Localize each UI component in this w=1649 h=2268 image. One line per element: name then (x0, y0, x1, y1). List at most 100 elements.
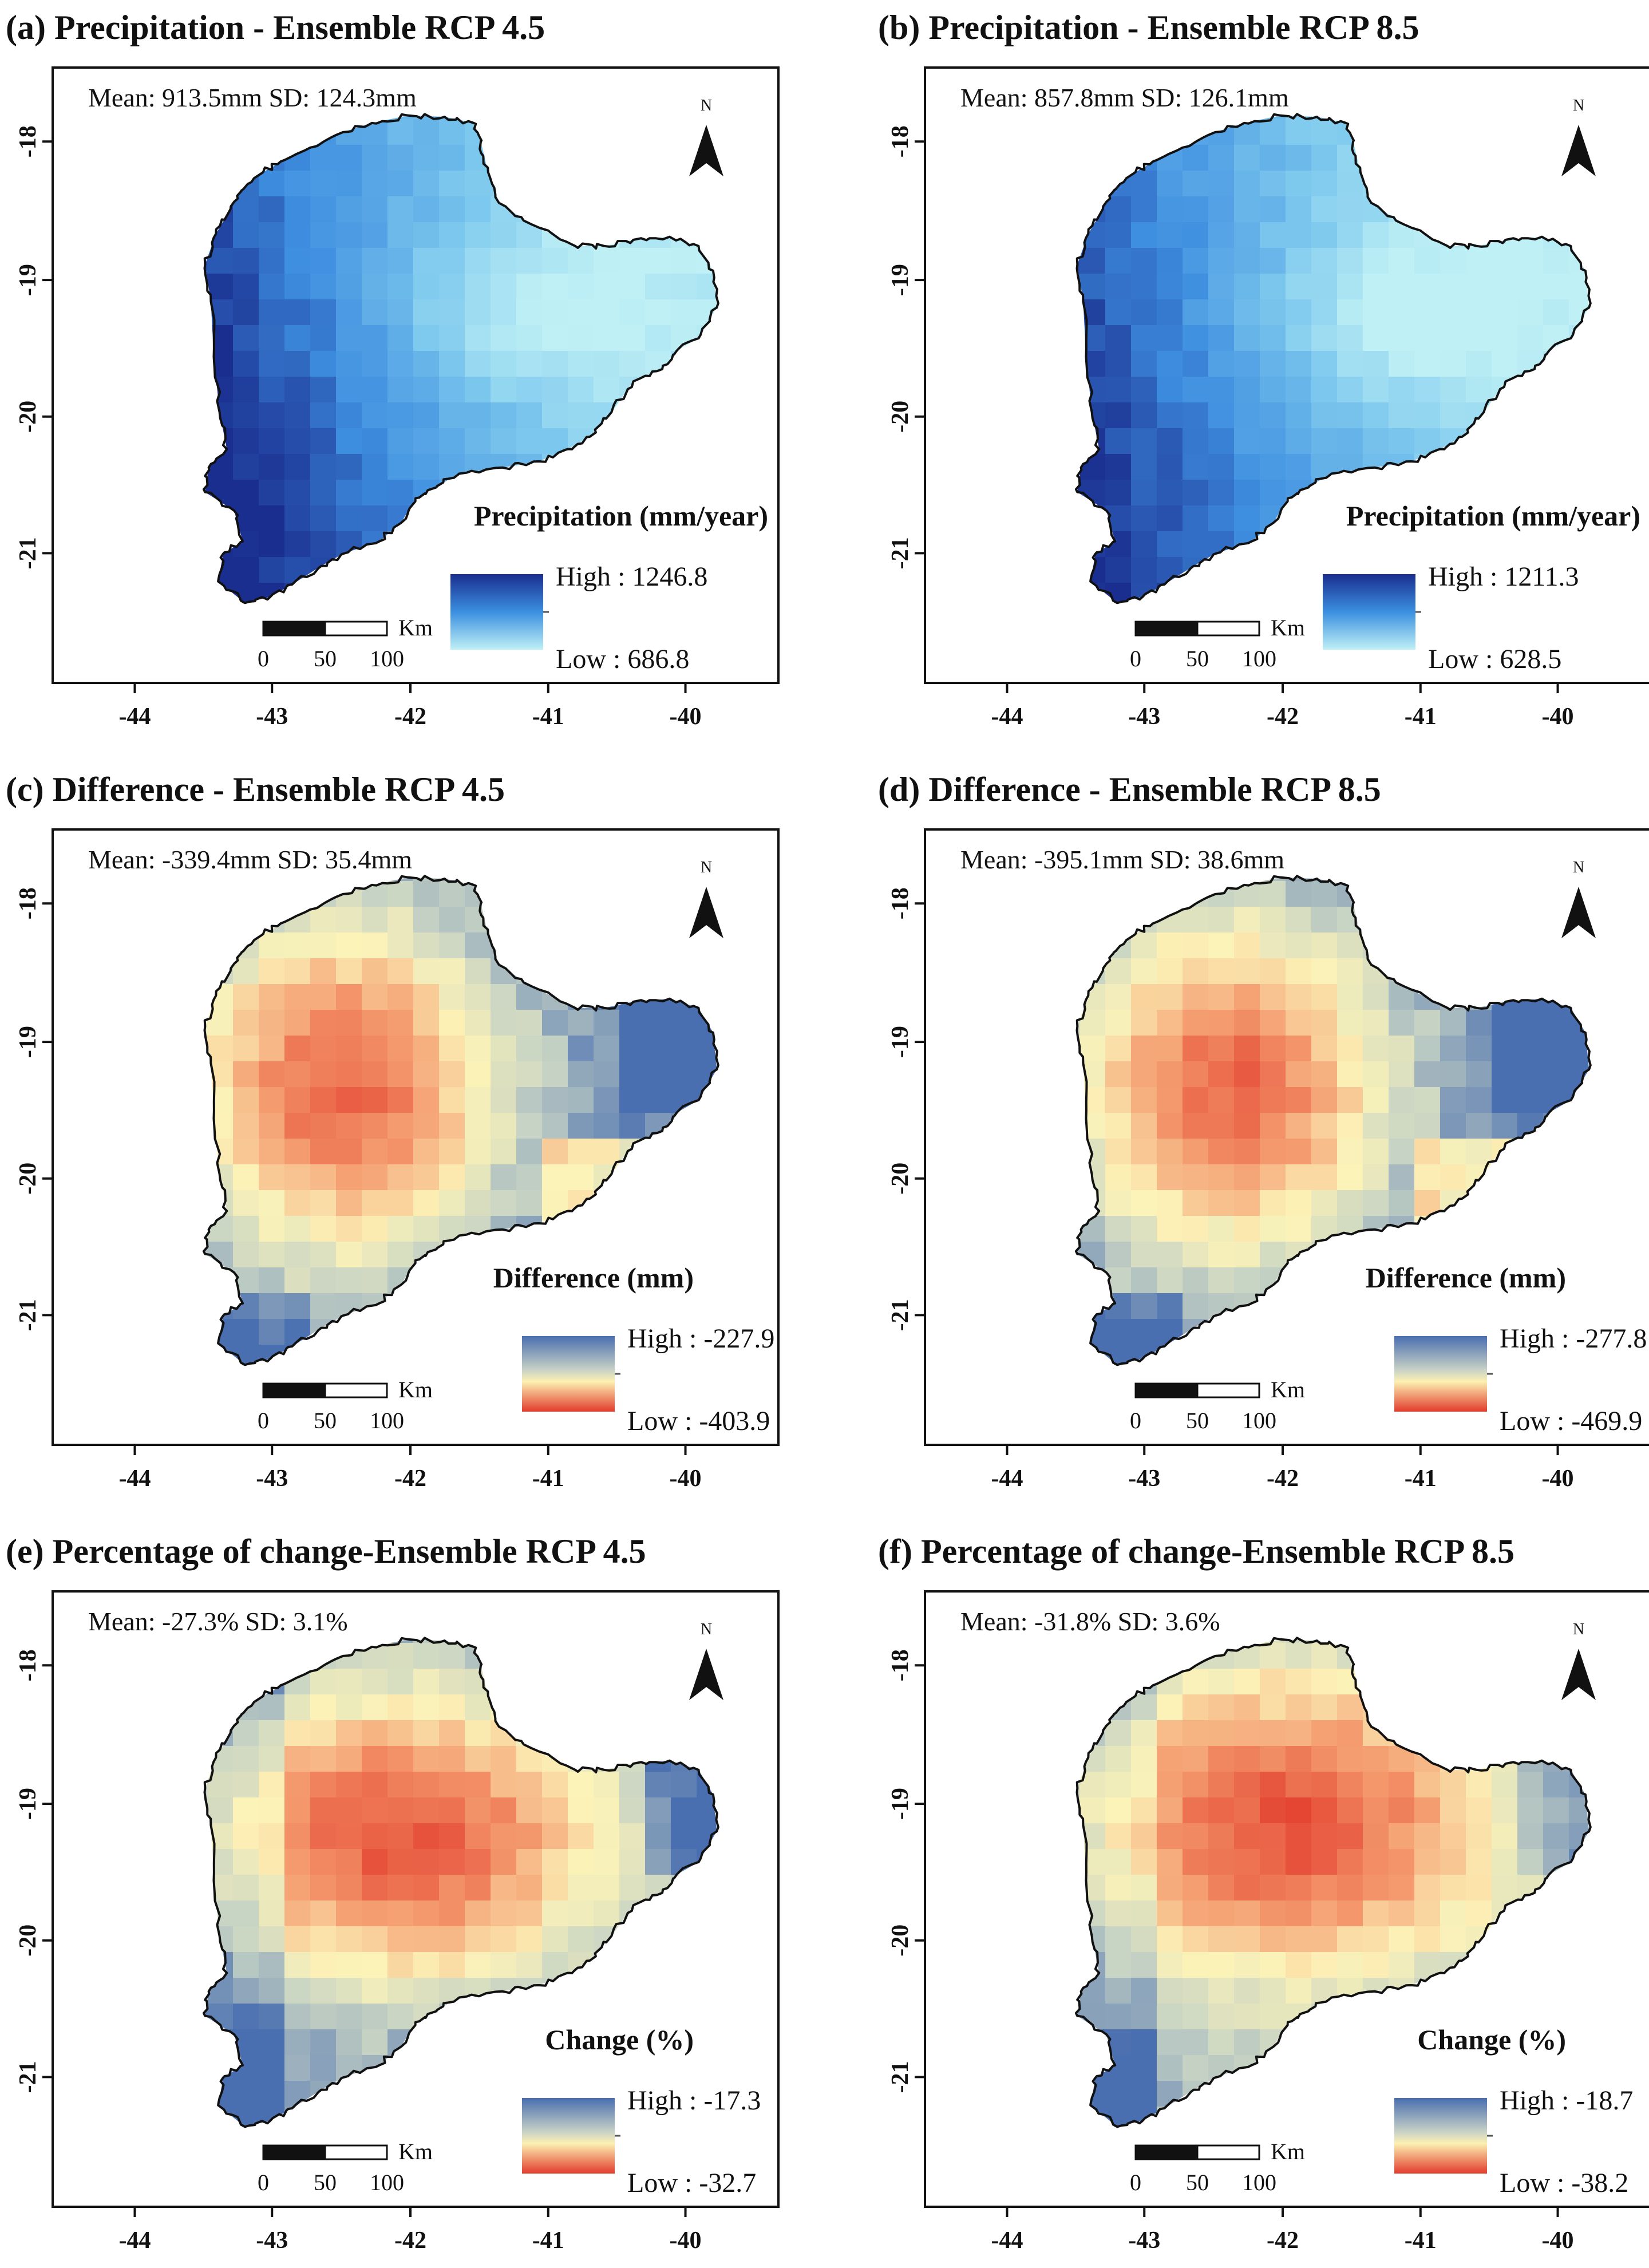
x-tick-label: -44 (991, 2227, 1023, 2254)
raster-cell (439, 1772, 465, 1798)
raster-cell (233, 325, 259, 351)
raster-cell (1105, 299, 1132, 326)
raster-cell (1131, 557, 1157, 583)
legend-title: Precipitation (mm/year) (1346, 500, 1640, 532)
raster-cell (1440, 1164, 1466, 1191)
raster-cell (1311, 402, 1338, 429)
raster-cell (1183, 1036, 1209, 1062)
raster-cell (284, 171, 311, 197)
raster-cell (1492, 351, 1518, 377)
raster-cell (1183, 907, 1209, 933)
raster-cell (594, 325, 620, 351)
raster-cell (1131, 2055, 1157, 2081)
raster-cell (1311, 351, 1338, 377)
raster-cell (1337, 1926, 1363, 1953)
raster-cell (619, 1113, 646, 1139)
raster-cell (362, 222, 388, 248)
raster-cell (387, 402, 414, 429)
scale-bar-white (1196, 1382, 1260, 1398)
scale-label: 100 (370, 646, 404, 671)
raster-cell (1208, 248, 1235, 274)
raster-cell (413, 1926, 440, 1953)
raster-cell (1105, 1823, 1132, 1850)
raster-cell (439, 1087, 465, 1113)
raster-cell (233, 480, 259, 506)
raster-cell (336, 1669, 362, 1695)
raster-cell (233, 1164, 259, 1191)
raster-cell (233, 1978, 259, 2004)
raster-cell (1414, 299, 1441, 326)
raster-cell (1311, 1772, 1338, 1798)
raster-cell (259, 505, 285, 532)
raster-cell (1183, 480, 1209, 506)
raster-cell (1131, 1190, 1157, 1216)
raster-cell (233, 1010, 259, 1036)
raster-cell (1234, 428, 1260, 455)
raster-cell (1208, 933, 1235, 959)
raster-cell (1077, 248, 1080, 274)
raster-cell (1234, 274, 1260, 300)
raster-cell (336, 1823, 362, 1850)
raster-cell (1260, 480, 1286, 506)
raster-cell (336, 1746, 362, 1772)
raster-cell (233, 402, 259, 429)
raster-cell (413, 1113, 440, 1139)
raster-cell (568, 1139, 594, 1165)
raster-cell (362, 505, 388, 532)
raster-cell (645, 1010, 671, 1036)
raster-cell (1363, 1139, 1389, 1165)
raster-cell (387, 119, 414, 145)
raster-cell (413, 1010, 440, 1036)
raster-cell (362, 454, 388, 480)
raster-cell (259, 299, 285, 326)
raster-cell (1337, 1113, 1363, 1139)
raster-cell (310, 1823, 337, 1850)
y-tick-label: -18 (887, 887, 914, 919)
raster-cell (1208, 1190, 1235, 1216)
raster-cell (542, 1087, 568, 1113)
raster-cell (413, 1952, 440, 1978)
raster-cell (594, 1900, 620, 1927)
raster-cell (1131, 480, 1157, 506)
raster-cell (1105, 557, 1132, 583)
raster-cell (1157, 984, 1183, 1010)
raster-cell (233, 557, 259, 583)
north-arrow-icon: N (689, 859, 723, 938)
raster-cell (1414, 1164, 1441, 1191)
raster-cell (1208, 1978, 1235, 2004)
raster-cell (645, 1036, 671, 1062)
raster-cell (1131, 1746, 1157, 1772)
raster-cell (413, 984, 440, 1010)
x-tick-label: -41 (1405, 1465, 1437, 1492)
raster-cell (1234, 145, 1260, 171)
raster-cell (1183, 1823, 1209, 1850)
raster-cell (413, 1900, 440, 1927)
panel-title: (e) Percentage of change-Ensemble RCP 4.… (6, 1532, 646, 1570)
raster-cell (1286, 1978, 1312, 2004)
raster-cell (1157, 1010, 1183, 1036)
raster-cell (645, 1823, 671, 1850)
raster-cell (1183, 1746, 1209, 1772)
y-tick-label: -20 (887, 1163, 914, 1195)
raster-cell (1414, 351, 1441, 377)
raster-cell (1208, 1720, 1235, 1747)
raster-cell (259, 1164, 285, 1191)
raster-cell (310, 958, 337, 985)
raster-cell (1517, 274, 1544, 300)
raster-cell (413, 325, 440, 351)
raster-cell (284, 480, 311, 506)
panel-c: (c) Difference - Ensemble RCP 4.5 Mean: -… (6, 771, 780, 1492)
raster-cell (336, 1216, 362, 1242)
raster-cell (1260, 248, 1286, 274)
raster-cell (619, 1823, 646, 1850)
raster-cell (1105, 1797, 1132, 1824)
raster-cell (1131, 933, 1157, 959)
raster-cell (1466, 1061, 1492, 1088)
raster-cell (1208, 1823, 1235, 1850)
raster-cell (568, 248, 594, 274)
raster-cell (336, 274, 362, 300)
raster-cell (516, 377, 543, 403)
raster-cell (1157, 1216, 1183, 1242)
basin-outline (202, 113, 719, 604)
scale-unit: Km (398, 1377, 433, 1402)
